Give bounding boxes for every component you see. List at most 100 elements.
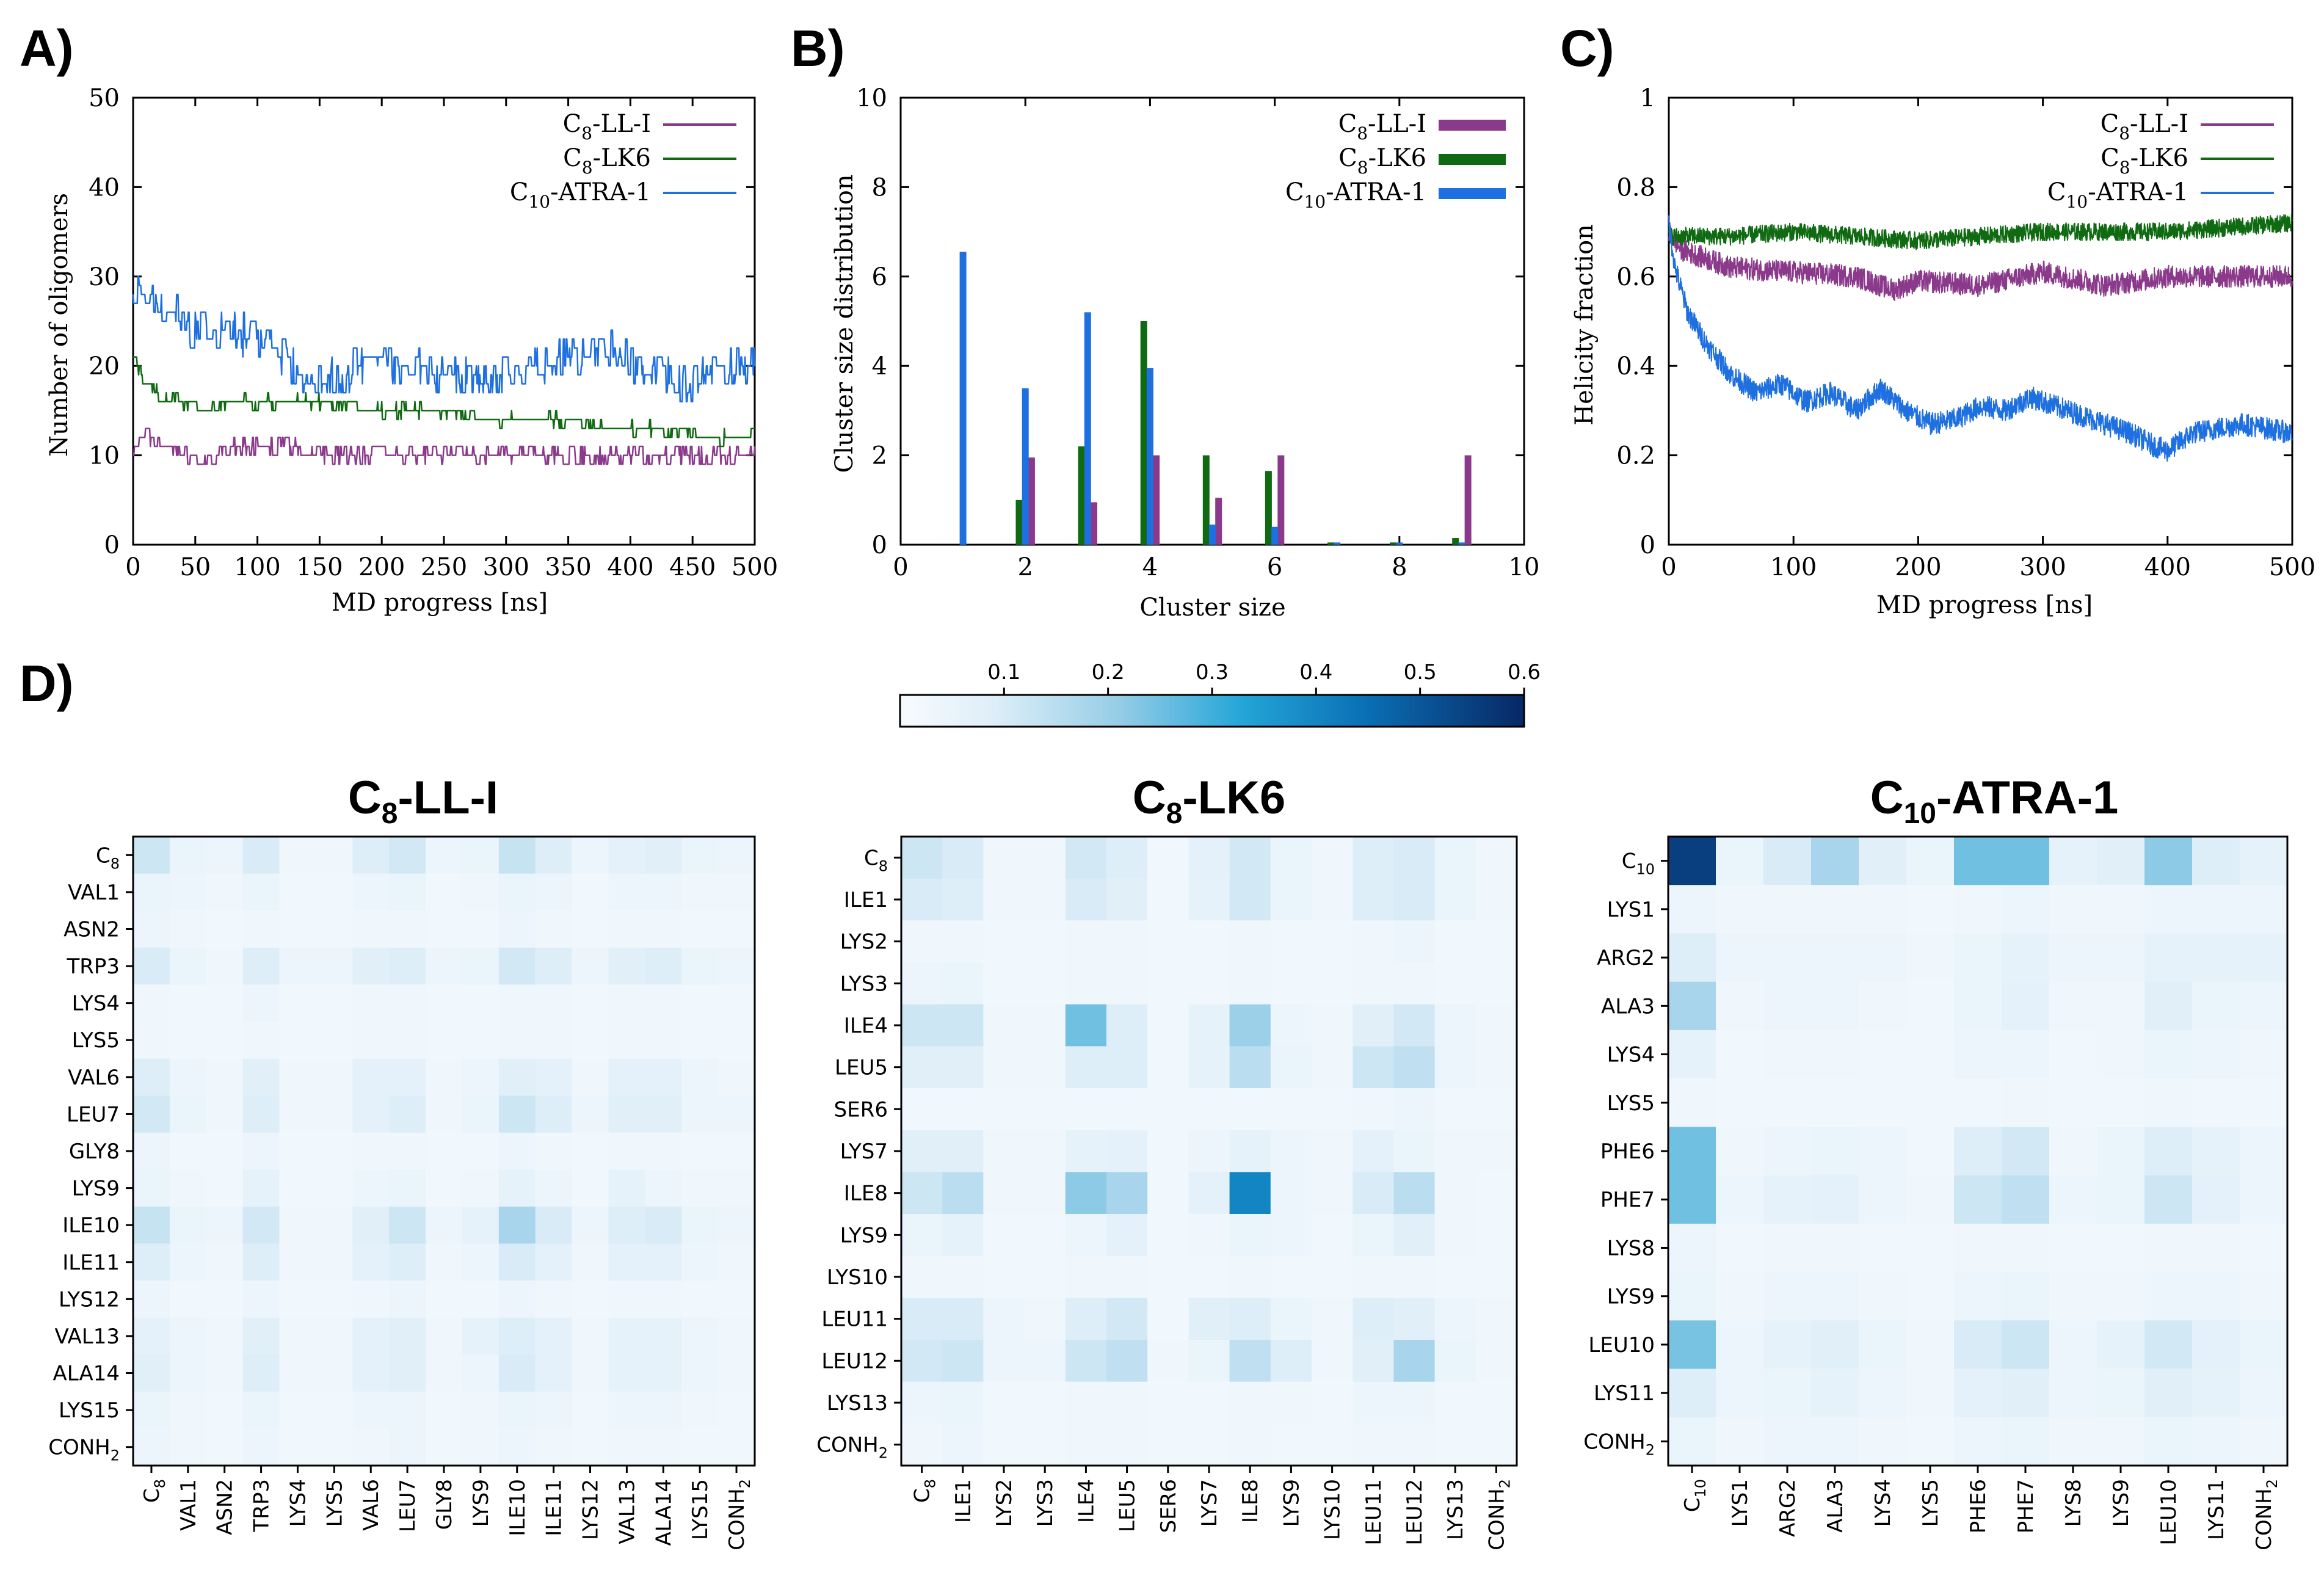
heatmap-2-cell [1312,1004,1353,1047]
heatmap-1-cell [352,1021,390,1059]
heatmap-2-cell [1065,1256,1107,1298]
heatmap-1-cell [498,1132,536,1170]
chart-C-xtick-label: 500 [2269,553,2315,581]
heatmap-2-cell [1106,1298,1148,1340]
heatmap-3-cell [1811,837,1859,885]
heatmap-2-cell [1106,1088,1148,1131]
heatmap-2-cell [1353,1298,1394,1340]
heatmap-3-cell [1811,1368,1859,1418]
heatmap-1-cell [169,984,207,1022]
heatmap-1-cell [645,1132,682,1170]
heatmap-3-cell [2240,837,2288,885]
heatmap-2-cell [901,1214,943,1257]
heatmap-2-cell [1024,920,1066,963]
chart-C-series-1-line [1668,214,2293,250]
heatmap-1-cell [279,1206,317,1245]
heatmap-1-cell [718,1021,755,1059]
heatmap-3-cell [1954,837,2002,885]
heatmap-3-cell [2192,1223,2240,1273]
heatmap-3-cell [1716,1078,1764,1127]
heatmap-1-ylabel: C8 [96,843,120,872]
heatmap-1-cell [608,1281,645,1318]
heatmap-3-cell [1906,1272,1955,1321]
heatmap-3-ylabel: LEU10 [1588,1333,1655,1357]
heatmap-1-cell [498,1281,536,1318]
colorbar-tick-label: 0.3 [1196,660,1229,685]
heatmap-1-cell [426,873,463,911]
heatmap-1-cell [498,910,536,948]
heatmap-1-ylabel: ALA14 [53,1362,120,1386]
heatmap-1-cell [426,1132,463,1170]
heatmap-2-cell [1312,1214,1353,1257]
heatmap-1-cell [426,1391,463,1430]
heatmap-1-ylabel: ILE11 [62,1251,120,1275]
heatmap-2-cell [1353,837,1394,879]
heatmap-2-cell [1475,837,1517,879]
heatmap-1-cell [206,1206,244,1245]
heatmap-3-cell [1906,885,1955,934]
heatmap-2-xlabel: LEU12 [1403,1479,1427,1546]
heatmap-3-cell [2049,837,2097,885]
heatmap-1-cell [426,947,463,985]
chart-B-ytick-label: 8 [872,173,887,202]
heatmap-1-cell [426,837,463,874]
heatmap-2-cell [1229,1298,1271,1340]
heatmap-3-cell [1763,1223,1812,1273]
heatmap-1-cell [206,1391,244,1430]
heatmap-3-ylabel: LYS5 [1607,1091,1655,1116]
heatmap-3-cell [2049,1417,2097,1466]
heatmap-2-cell [1353,878,1394,921]
heatmap-1-cell [169,837,207,874]
heatmap-3-cell [1668,1078,1716,1127]
heatmap-3-cell [2049,1272,2097,1321]
heatmap-2-cell [1353,1004,1394,1047]
heatmap-1-cell [462,947,499,985]
chart-B-bar-2-7 [1396,542,1403,545]
heatmap-1-cell [645,1169,682,1207]
chart-B-bar-0-8 [1464,455,1472,545]
heatmap-1-xlabel: TRP3 [250,1479,274,1533]
heatmap-3-xlabel: ALA3 [1823,1479,1848,1533]
heatmap-3-cell [2240,1417,2288,1466]
heatmap-1-cell [133,1354,170,1392]
heatmap-3-cell [1716,1223,1764,1273]
heatmap-2-cell [1434,1130,1476,1172]
heatmap-3-cell [2144,1175,2193,1224]
chart-B-bar-1-6 [1327,542,1334,545]
heatmap-3-cell [1763,981,1812,1031]
heatmap-1-xlabel: ALA14 [652,1479,676,1546]
heatmap-1-cell [572,873,609,911]
heatmap-1-cell [572,1132,609,1170]
heatmap-1-cell [681,1206,719,1245]
heatmap-2-cell [1106,1172,1148,1215]
heatmap-2-cell [1393,1214,1436,1257]
heatmap-2-cell [1270,1172,1312,1215]
heatmap-3-cell [2097,1320,2145,1370]
chart-B-legend-label: C8-LL-I [1338,110,1426,144]
heatmap-1-cell [718,837,755,874]
heatmap-1-cell [133,1096,170,1133]
chart-B-bar-2-0 [959,252,967,545]
heatmap-2-cell [983,1298,1025,1340]
heatmap-1-cell [206,1317,244,1355]
heatmap-2-cell [1024,962,1066,1005]
heatmap-2-cell [1188,1130,1230,1172]
heatmap-2-cell [1353,1046,1394,1089]
heatmap-2-cell [1106,1046,1148,1089]
heatmap-3-cell [1763,1368,1812,1418]
chart-C-frame [1668,96,2293,546]
chart-B-ytick-label: 0 [872,531,887,559]
heatmap-2-cell [1229,920,1271,963]
heatmap-1-cell [426,1021,463,1059]
heatmap-1-ylabel: VAL13 [54,1325,120,1349]
heatmap-1-cell [389,1058,426,1096]
heatmap-1-cell [535,984,573,1022]
heatmap-3-cell [1668,1127,1716,1176]
heatmap-2-cell [1312,1423,1353,1466]
heatmap-2-xlabel: CONH2 [1484,1479,1513,1550]
heatmap-1-cell [608,984,645,1022]
heatmap-2-cell [942,962,984,1005]
heatmap-1-cell [426,1243,463,1281]
heatmap-3-cell [1859,1320,1907,1370]
heatmap-1-cell [389,1021,426,1059]
